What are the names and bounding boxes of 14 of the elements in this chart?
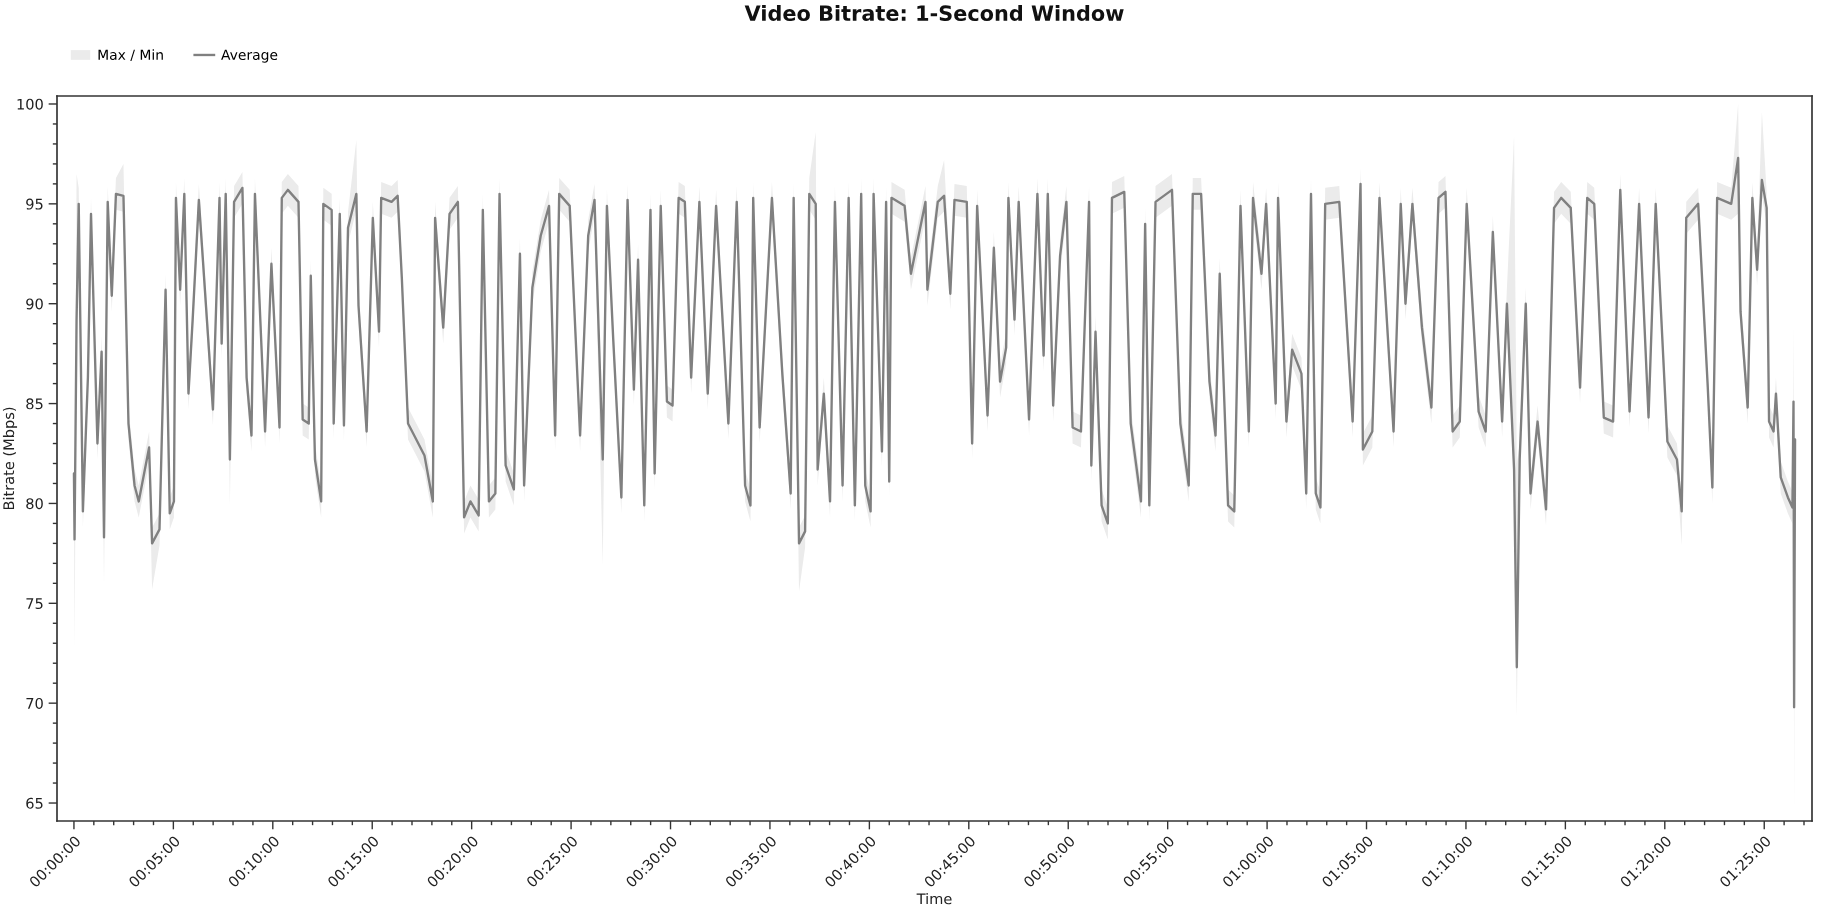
y-tick-label: 100 bbox=[17, 98, 43, 110]
legend-label: Average bbox=[221, 49, 278, 63]
y-tick-label: 95 bbox=[26, 198, 43, 210]
y-axis-title: Bitrate (Mbps) bbox=[2, 407, 18, 510]
y-tick-label: 85 bbox=[26, 398, 43, 410]
x-axis-title: Time bbox=[916, 893, 952, 905]
line-series bbox=[72, 156, 1797, 709]
y-tick-label: 80 bbox=[26, 498, 43, 510]
chart-title: Video Bitrate: 1-Second Window bbox=[744, 4, 1124, 22]
y-tick-label: 75 bbox=[26, 598, 43, 610]
y-tick-label: 65 bbox=[26, 797, 43, 809]
y-tick-label: 70 bbox=[26, 697, 43, 709]
y-tick-label: 90 bbox=[26, 298, 43, 310]
legend-label: Max / Min bbox=[98, 49, 163, 62]
